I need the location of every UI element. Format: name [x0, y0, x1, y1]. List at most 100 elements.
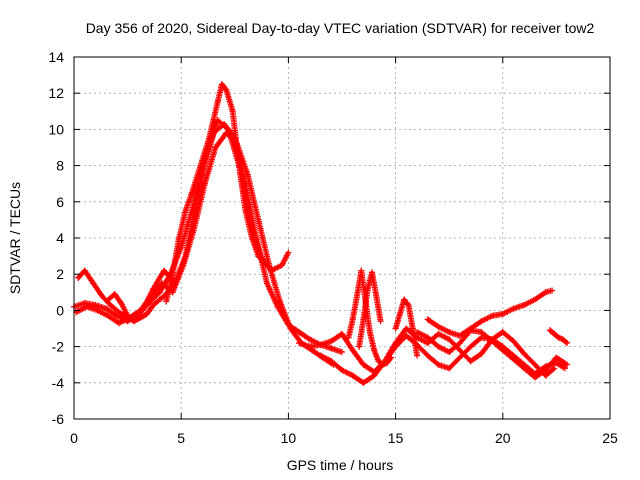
data-point	[356, 343, 363, 350]
series-sat-track-l	[414, 327, 571, 381]
x-axis-label: GPS time / hours	[287, 457, 394, 473]
data-point	[392, 325, 399, 332]
data-point	[364, 285, 371, 292]
data-point	[371, 372, 378, 379]
y-axis-ticks: -6 -4 -2 0 2 4 6 8 10 12 14	[48, 49, 610, 427]
data-point	[105, 312, 112, 319]
y-tick-label: 12	[48, 85, 64, 101]
data-point	[90, 280, 97, 287]
data-point	[555, 334, 562, 341]
data-point	[446, 365, 453, 372]
data-point	[139, 307, 146, 314]
data-point	[263, 280, 270, 287]
data-point	[559, 336, 566, 343]
data-point	[105, 296, 112, 303]
data-point	[182, 207, 189, 214]
data-point	[478, 318, 485, 325]
data-point	[377, 318, 384, 325]
data-point	[446, 349, 453, 356]
data-point	[424, 352, 431, 359]
data-point	[349, 372, 356, 379]
data-point	[564, 339, 571, 346]
y-tick-label: -4	[52, 375, 65, 391]
data-point	[268, 265, 275, 272]
data-point	[489, 338, 496, 345]
data-point	[163, 298, 170, 305]
data-point	[388, 354, 395, 361]
data-point	[551, 330, 558, 337]
data-point	[328, 345, 335, 352]
x-axis-ticks: 0 5 10 15 20 25	[70, 57, 618, 446]
series-sat-track-k	[424, 287, 556, 339]
data-point	[564, 361, 571, 368]
data-point	[163, 291, 170, 298]
data-point	[414, 352, 421, 359]
data-point	[521, 365, 528, 372]
y-tick-label: -2	[52, 339, 65, 355]
data-point	[373, 292, 380, 299]
data-point	[561, 365, 568, 372]
data-point	[549, 287, 556, 294]
data-point	[349, 316, 356, 323]
data-point	[392, 339, 399, 346]
marker-trace	[424, 287, 554, 339]
data-point	[317, 352, 324, 359]
data-point	[150, 285, 157, 292]
data-point	[510, 356, 517, 363]
data-point	[499, 347, 506, 354]
data-point	[478, 334, 485, 341]
data-point	[360, 361, 367, 368]
data-point	[137, 314, 144, 321]
data-point	[244, 171, 251, 178]
data-point	[435, 361, 442, 368]
data-point	[150, 301, 157, 308]
data-point	[111, 291, 118, 298]
data-point	[384, 359, 391, 366]
data-point	[278, 262, 285, 269]
x-tick-label: 10	[281, 430, 297, 446]
data-point	[396, 311, 403, 318]
y-tick-label: 14	[48, 49, 64, 65]
data-point	[116, 320, 123, 327]
data-point	[339, 330, 345, 337]
data-point	[403, 325, 410, 332]
data-point	[242, 207, 249, 214]
data-point	[131, 318, 138, 325]
data-point	[446, 336, 453, 343]
data-point	[360, 316, 367, 323]
data-point	[81, 267, 88, 274]
series-sat-track-c	[75, 117, 292, 323]
data-point	[156, 296, 163, 303]
data-point	[435, 323, 442, 330]
data-point	[113, 312, 120, 319]
data-point	[358, 267, 365, 274]
data-point	[94, 307, 101, 314]
data-point	[542, 289, 549, 296]
data-point	[188, 189, 195, 196]
data-point	[542, 367, 549, 374]
data-point	[403, 332, 410, 339]
x-tick-label: 0	[70, 430, 78, 446]
data-point	[456, 347, 463, 354]
data-point	[467, 327, 474, 334]
data-point	[478, 350, 485, 357]
data-point	[83, 303, 90, 310]
data-point	[360, 379, 367, 386]
grid-lines	[74, 57, 610, 419]
data-point	[467, 358, 474, 365]
data-point	[456, 354, 463, 361]
y-tick-label: 0	[56, 302, 64, 318]
data-point	[75, 274, 82, 281]
data-point	[276, 298, 283, 305]
data-point	[521, 350, 528, 357]
y-tick-label: -6	[52, 411, 65, 427]
data-point	[521, 301, 528, 308]
data-point	[255, 216, 262, 223]
x-tick-label: 15	[388, 430, 404, 446]
x-tick-label: 25	[602, 430, 618, 446]
data-point	[467, 343, 474, 350]
data-point	[214, 99, 221, 106]
data-point	[435, 330, 442, 337]
data-point	[193, 198, 200, 205]
data-point	[345, 334, 352, 341]
